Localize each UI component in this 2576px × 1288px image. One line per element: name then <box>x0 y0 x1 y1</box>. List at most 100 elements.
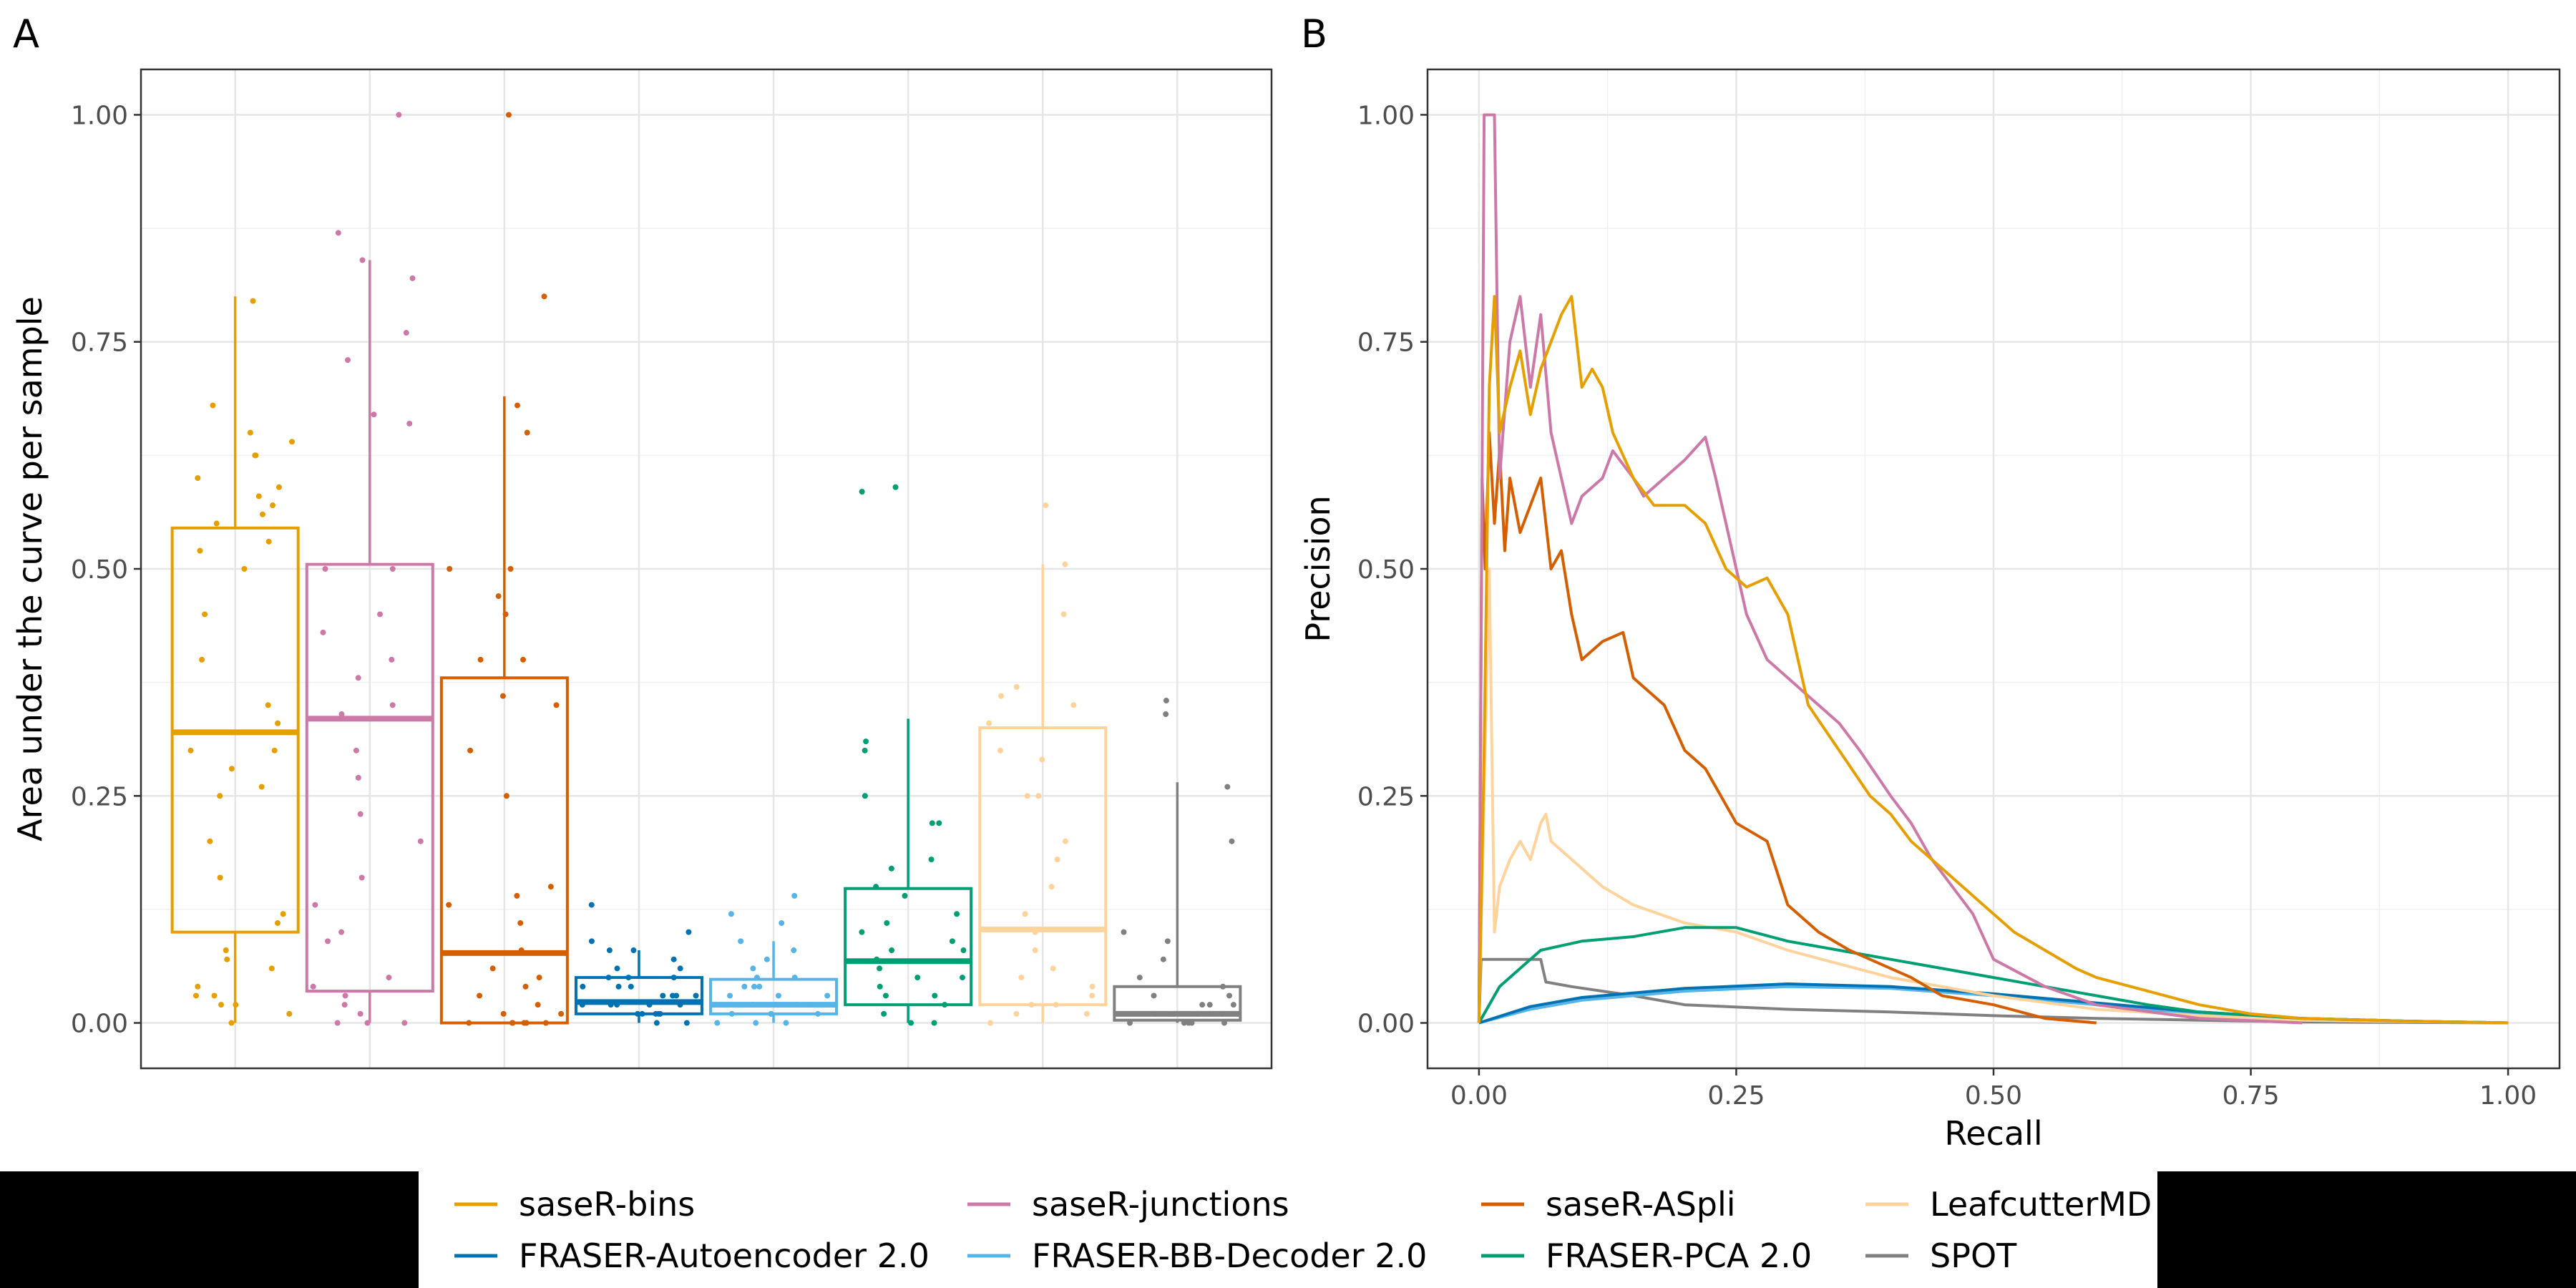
box-data-point <box>310 983 316 990</box>
box-data-point <box>824 992 831 999</box>
legend-black-bar-left <box>0 1171 419 1288</box>
box-data-point <box>1032 929 1038 935</box>
box-data-point <box>322 566 328 572</box>
box-data-point <box>541 293 547 300</box>
box-data-point <box>942 1002 948 1008</box>
box-data-point <box>1206 1002 1213 1008</box>
panel-b-y-ticks: 0.00 0.25 0.50 0.75 1.00 <box>1357 101 1428 1039</box>
box-data-point <box>271 747 278 753</box>
box-data-point <box>639 1010 645 1017</box>
panel-b-x-tick-label: 1.00 <box>2479 1081 2537 1111</box>
box-data-point <box>805 1002 811 1008</box>
box-data-point <box>653 1020 660 1026</box>
box-data-point <box>396 112 402 118</box>
panel-b-y-tick-label: 0.75 <box>1357 328 1415 358</box>
box-data-point <box>252 452 258 459</box>
box-data-point <box>863 738 869 745</box>
box-data-point <box>997 747 1003 753</box>
box-data-point <box>355 774 361 781</box>
box-data-point <box>908 1020 914 1026</box>
legend-label: saseR-junctions <box>1032 1185 1289 1224</box>
box-data-point <box>213 520 220 527</box>
box-data-point <box>536 975 542 981</box>
box-data-point <box>211 992 218 999</box>
box-data-point <box>274 919 280 926</box>
box-data-point <box>660 992 666 999</box>
box-data-point <box>1221 1020 1227 1026</box>
box-data-point <box>1206 1010 1213 1017</box>
box-data-point <box>779 919 785 926</box>
box-data-point <box>738 938 744 945</box>
box-data-point <box>224 956 230 962</box>
box-data-point <box>386 975 392 981</box>
box-data-point <box>1039 756 1045 763</box>
box-data-point <box>1060 611 1067 618</box>
box-data-point <box>192 992 199 999</box>
box-saser-bins <box>170 296 300 1026</box>
panel-b-y-tick-label: 0.00 <box>1357 1010 1415 1039</box>
box-data-point <box>1181 1020 1187 1026</box>
box-data-point <box>750 1002 756 1008</box>
box-data-point <box>959 975 965 981</box>
box-data-point <box>195 983 201 990</box>
box-iqr <box>439 676 569 1025</box>
panel-a-y-tick-label: 0.50 <box>71 555 128 585</box>
box-data-point <box>218 1002 224 1008</box>
box-data-point <box>791 947 797 954</box>
box-data-point <box>265 702 271 708</box>
box-data-point <box>523 1020 530 1026</box>
box-data-point <box>187 747 194 753</box>
box-data-point <box>517 919 524 926</box>
box-data-point <box>1018 975 1025 981</box>
box-data-point <box>884 919 890 926</box>
box-data-point <box>683 1020 690 1026</box>
box-data-point <box>1152 1010 1158 1017</box>
box-data-point <box>635 1010 641 1017</box>
box-data-point <box>389 656 395 663</box>
box-data-point <box>954 911 960 917</box>
box-data-point <box>364 1020 371 1026</box>
box-data-point <box>614 1002 620 1008</box>
box-data-point <box>1062 838 1068 844</box>
box-data-point <box>518 947 525 954</box>
legend-item-leafcuttermd: LeafcutterMD <box>1865 1185 2152 1224</box>
box-data-point <box>199 656 205 663</box>
box-data-point <box>914 975 921 981</box>
box-data-point <box>608 1002 614 1008</box>
box-data-point <box>580 983 586 990</box>
box-data-point <box>1032 947 1038 954</box>
box-data-point <box>1226 992 1233 999</box>
box-data-point <box>409 275 416 281</box>
panel-b-x-tick-label: 0.25 <box>1707 1081 1765 1111</box>
box-data-point <box>1028 1002 1035 1008</box>
box-fraser-autoencoder-2-0 <box>574 902 703 1026</box>
box-data-point <box>357 811 364 817</box>
box-data-point <box>353 747 359 753</box>
box-data-point <box>1220 983 1226 990</box>
box-data-point <box>250 298 256 304</box>
box-data-point <box>783 1020 789 1026</box>
box-data-point <box>505 112 512 118</box>
box-data-point <box>949 938 955 945</box>
box-data-point <box>646 1002 653 1008</box>
panel-b-y-tick-label: 0.50 <box>1357 555 1415 585</box>
box-data-point <box>406 420 413 426</box>
box-data-point <box>1043 502 1049 509</box>
box-data-point <box>495 593 502 600</box>
box-data-point <box>1121 929 1127 935</box>
box-data-point <box>753 975 760 981</box>
panel-label-a: A <box>13 11 39 57</box>
box-data-point <box>255 493 262 499</box>
panel-b-pr-curve: 0.00 0.25 0.50 0.75 1.00 0.00 0.25 0.50 0.75 1.0… <box>1299 68 2561 1153</box>
panel-b-x-tick-label: 0.50 <box>1965 1081 2022 1111</box>
box-data-point <box>902 892 908 899</box>
box-data-point <box>553 702 560 708</box>
legend-item-spot: SPOT <box>1865 1236 2017 1275</box>
legend-label: FRASER-BB-Decoder 2.0 <box>1032 1236 1427 1275</box>
box-data-point <box>289 439 296 445</box>
box-data-point <box>210 402 216 409</box>
panel-b-y-tick-label: 1.00 <box>1357 101 1415 130</box>
box-data-point <box>503 793 509 799</box>
legend-label: saseR-bins <box>519 1185 695 1224</box>
